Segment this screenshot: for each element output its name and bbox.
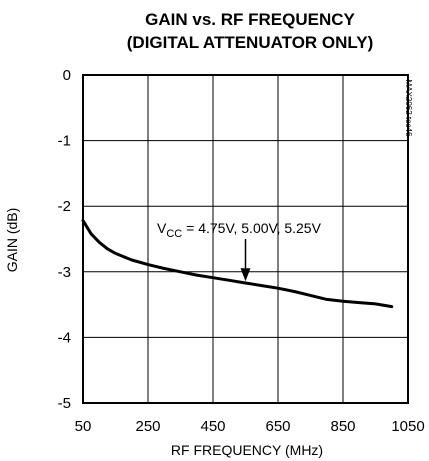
y-tick-label: -3 xyxy=(58,264,71,281)
chart-title-line-1: GAIN vs. RF FREQUENCY xyxy=(145,10,355,29)
x-axis-ticks: 50 250 450 650 850 1050 xyxy=(75,418,425,435)
x-axis-label: RF FREQUENCY (MHz) xyxy=(171,442,323,458)
figure-tag: MAX2062 toc46 xyxy=(404,80,413,137)
x-tick-label: 50 xyxy=(75,418,92,435)
x-tick-label: 1050 xyxy=(391,418,424,435)
x-tick-label: 250 xyxy=(135,418,160,435)
chart-title-line-2: (DIGITAL ATTENUATOR ONLY) xyxy=(127,33,374,52)
y-tick-label: -5 xyxy=(58,395,71,412)
y-tick-label: 0 xyxy=(63,67,71,84)
annotation-arrow-head xyxy=(240,268,251,282)
x-tick-label: 850 xyxy=(330,418,355,435)
y-axis-ticks: 0 -1 -2 -3 -4 -5 xyxy=(58,67,71,412)
x-tick-label: 450 xyxy=(200,418,225,435)
x-tick-label: 650 xyxy=(265,418,290,435)
vcc-annotation-label: VCC = 4.75V, 5.00V, 5.25V xyxy=(157,220,322,240)
y-tick-label: -1 xyxy=(58,133,71,150)
gain-curve xyxy=(81,219,394,309)
vcc-annotation: VCC = 4.75V, 5.00V, 5.25V xyxy=(157,220,322,282)
data-series xyxy=(81,219,394,309)
y-axis-label: GAIN (dB) xyxy=(4,208,20,273)
plot-frame xyxy=(82,74,409,404)
y-tick-label: -4 xyxy=(58,329,71,346)
y-tick-label: -2 xyxy=(58,198,71,215)
